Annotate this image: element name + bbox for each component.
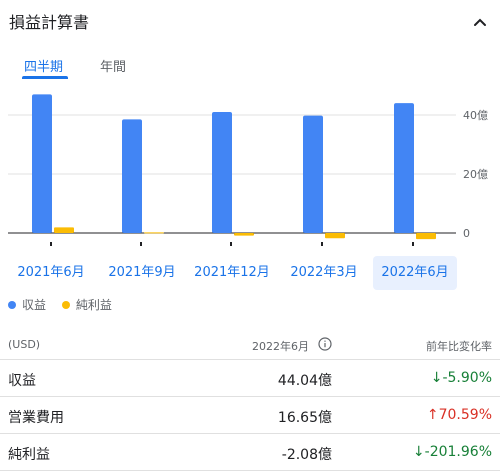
- legend-dot-net-income: [61, 300, 70, 309]
- row-change: ↓-201.96%: [412, 444, 492, 460]
- net-income-bar: [416, 233, 436, 240]
- table-row-operating-expense: 営業費用 16.65億 ↑70.59%: [0, 397, 500, 434]
- revenue-bar: [303, 115, 323, 233]
- income-chart: 40億 20億 0: [8, 94, 488, 246]
- unit-label: (USD): [8, 338, 41, 351]
- legend-label-revenue: 収益: [22, 298, 47, 312]
- table-header: (USD) 2022年6月 前年比変化率: [0, 330, 500, 360]
- arrow-down-icon: ↓: [430, 370, 443, 386]
- arrow-down-icon: ↓: [412, 444, 425, 460]
- revenue-bar: [122, 119, 142, 233]
- table-row-net-income: 純利益 -2.08億 ↓-201.96%: [0, 434, 500, 471]
- tab-quarterly[interactable]: 四半期: [24, 60, 64, 75]
- net-income-bar: [234, 233, 254, 236]
- row-value: -2.08億: [281, 447, 332, 463]
- card-header: 損益計算書: [0, 0, 500, 44]
- active-tab-indicator: [22, 76, 68, 79]
- row-change: ↑70.59%: [426, 407, 492, 423]
- legend-label-net-income: 純利益: [75, 298, 112, 312]
- period-column-header: 2022年6月: [252, 340, 309, 353]
- period-button[interactable]: 2021年9月: [108, 265, 176, 280]
- net-income-bar: [325, 233, 345, 239]
- revenue-bar: [32, 94, 52, 233]
- row-label: 営業費用: [8, 410, 64, 426]
- change-column-header: 前年比変化率: [426, 340, 492, 353]
- period-button[interactable]: 2022年6月: [373, 256, 457, 290]
- row-label: 収益: [8, 373, 36, 389]
- table-row-revenue: 収益 44.04億 ↓-5.90%: [0, 360, 500, 397]
- info-icon[interactable]: [318, 337, 332, 351]
- y-tick-label: 40億: [463, 109, 488, 122]
- period-tabs: 四半期 年間: [0, 50, 500, 82]
- card-title: 損益計算書: [9, 13, 90, 32]
- y-tick-label: 0: [463, 227, 470, 240]
- row-value: 16.65億: [277, 410, 332, 426]
- period-button[interactable]: 2021年6月: [17, 265, 85, 280]
- revenue-bar: [394, 103, 414, 233]
- period-selector: 2021年6月 2021年9月 2021年12月 2022年3月 2022年6月: [0, 256, 500, 290]
- chart-legend: 収益 純利益: [8, 296, 124, 314]
- row-value: 44.04億: [277, 373, 332, 389]
- chevron-up-icon[interactable]: [470, 12, 490, 32]
- financials-table: (USD) 2022年6月 前年比変化率 収益 44.04億 ↓-5.90% 営…: [0, 330, 500, 471]
- net-income-bar: [54, 227, 74, 233]
- row-change: ↓-5.90%: [430, 370, 492, 386]
- net-income-bar: [144, 232, 164, 234]
- revenue-bar: [212, 112, 232, 233]
- period-button[interactable]: 2022年3月: [290, 265, 358, 280]
- y-tick-label: 20億: [463, 168, 488, 181]
- arrow-up-icon: ↑: [426, 407, 439, 423]
- legend-dot-revenue: [8, 300, 16, 309]
- row-label: 純利益: [8, 447, 50, 463]
- legend-item-net-income: 純利益: [61, 296, 112, 313]
- tab-annual[interactable]: 年間: [100, 60, 127, 75]
- legend-item-revenue: 収益: [8, 296, 46, 313]
- period-button[interactable]: 2021年12月: [194, 265, 270, 280]
